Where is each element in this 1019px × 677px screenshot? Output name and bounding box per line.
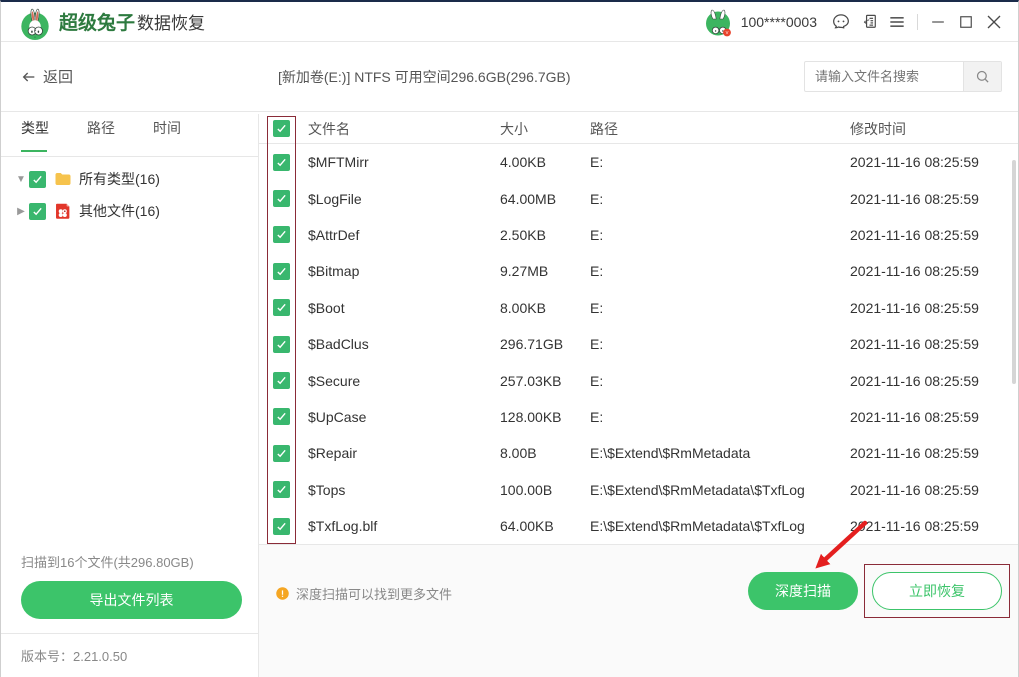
svg-text:V: V — [725, 30, 728, 35]
